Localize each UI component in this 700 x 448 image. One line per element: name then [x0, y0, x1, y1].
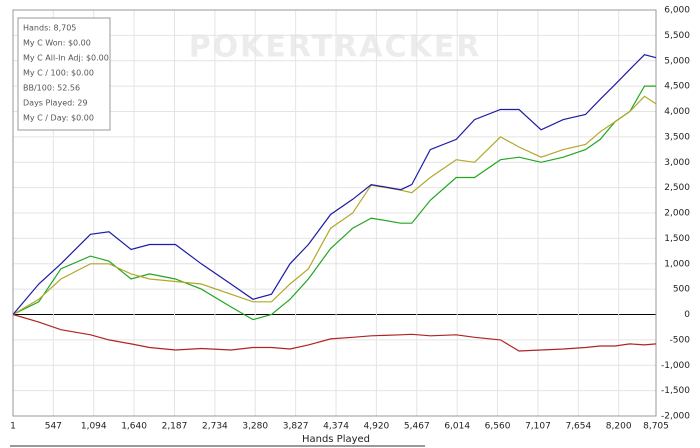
series-line [12, 54, 657, 315]
y-tick-label: 4,000 [664, 107, 690, 117]
x-tick-label: 2,187 [162, 422, 188, 432]
x-tick-label: 3,280 [242, 422, 268, 432]
y-tick-label: -2,000 [661, 412, 690, 422]
x-tick-label: 4,374 [323, 422, 349, 432]
y-tick-label: 500 [673, 285, 690, 295]
x-tick-label: 1,640 [121, 422, 147, 432]
series-line [12, 95, 657, 316]
x-tick-label: 7,654 [565, 422, 591, 432]
y-tick-label: 2,000 [664, 209, 690, 219]
x-tick-label: 5,467 [404, 422, 430, 432]
x-tick-label: 547 [45, 422, 62, 432]
x-tick-label: 3,827 [283, 422, 309, 432]
series-line [12, 85, 656, 321]
x-tick-label: 6,014 [444, 422, 470, 432]
x-tick-label: 8,705 [643, 422, 669, 432]
info-text: Hands: 8,705 [23, 24, 76, 33]
x-tick-label: 8,200 [606, 422, 632, 432]
x-axis-label: Hands Played [302, 434, 370, 445]
info-text: My C Won: $0.00 [23, 39, 91, 48]
x-tick-label: 7,107 [525, 422, 551, 432]
y-tick-label: 0 [684, 310, 690, 320]
info-text: Days Played: 29 [23, 99, 88, 108]
y-tick-label: 6,000 [664, 6, 690, 16]
y-tick-label: 3,500 [664, 132, 690, 142]
y-tick-label: -500 [670, 335, 691, 345]
y-tick-label: 1,500 [664, 234, 690, 244]
info-text: My C / 100: $0.00 [23, 69, 94, 78]
y-tick-label: 4,500 [664, 82, 690, 92]
x-tick-label: 1,094 [81, 422, 107, 432]
info-text: My C All-In Adj: $0.00 [23, 54, 109, 63]
plot-border [12, 9, 657, 417]
info-text: My C / Day: $0.00 [23, 114, 94, 123]
x-tick-label: 1 [10, 422, 16, 432]
x-tick-label: 6,560 [485, 422, 511, 432]
y-tick-label: 5,500 [664, 31, 690, 41]
series-line [12, 313, 657, 352]
watermark: POKERTRACKER [189, 30, 482, 65]
y-tick-label: 1,000 [664, 259, 690, 269]
x-tick-label: 2,734 [202, 422, 228, 432]
y-tick-label: 2,500 [664, 183, 690, 193]
y-tick-label: -1,000 [661, 361, 690, 371]
info-text: BB/100: 52.56 [23, 84, 80, 93]
y-tick-label: -1,500 [661, 386, 690, 396]
y-tick-label: 3,000 [664, 158, 690, 168]
info-box [17, 17, 111, 131]
x-tick-label: 4,920 [364, 422, 390, 432]
y-tick-label: 5,000 [664, 56, 690, 66]
